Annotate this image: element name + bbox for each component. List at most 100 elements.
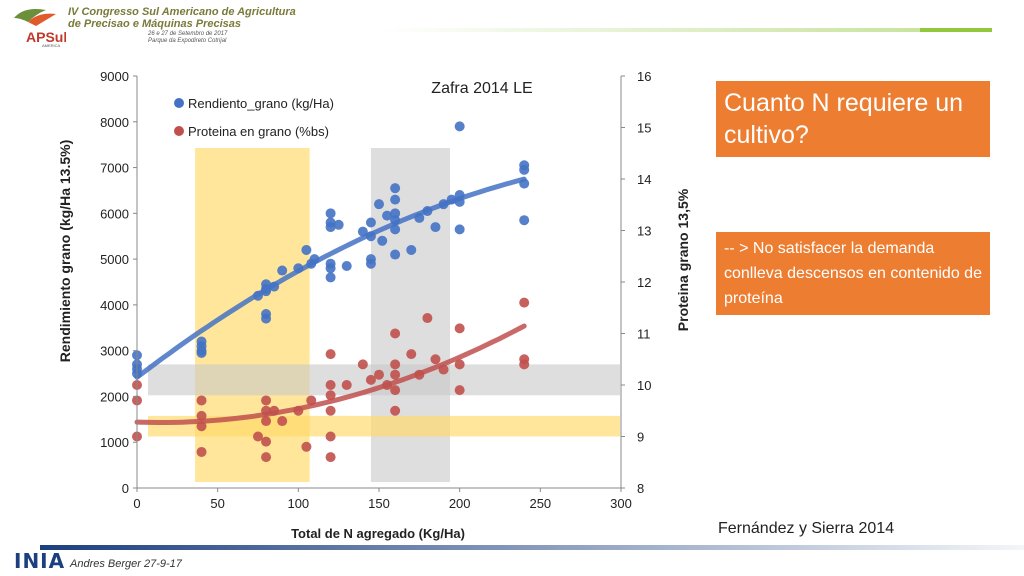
yield-point-17 [301, 244, 312, 255]
protein-point-32 [390, 385, 401, 396]
x-tick-label-6: 300 [610, 496, 632, 511]
y-tick-label-7: 7000 [100, 161, 129, 176]
yield-point-38 [390, 208, 401, 219]
conference-title: IV Congresso Sul Americano de Agricultur… [68, 6, 296, 30]
footer-bar [40, 545, 1024, 550]
x-tick-label-4: 200 [449, 496, 471, 511]
protein-trendline [134, 323, 527, 425]
y-axis-label: Rendimiento grano (kg/Ha 13.5%) [57, 140, 73, 362]
protein-point-20 [325, 390, 336, 401]
yield-point-48 [454, 121, 465, 132]
protein-point-44 [519, 359, 530, 370]
header-divider [380, 28, 920, 32]
protein-point-24 [341, 380, 352, 390]
conference-header: APSul AMERICA IV Congresso Sul Americano… [0, 0, 1024, 52]
yield-point-27 [341, 260, 352, 271]
x-tick-label-3: 150 [368, 496, 390, 511]
protein-point-37 [430, 354, 441, 365]
conference-title-line2: de Precisao e Máquinas Precisas [68, 18, 242, 30]
conference-venue: Parque da Expodireto Cotrijal [148, 38, 227, 44]
y-tick-label-4: 4000 [100, 298, 129, 313]
protein-point-22 [325, 431, 336, 442]
x-tick-label-1: 50 [210, 496, 224, 511]
y2-tick-label-2: 10 [637, 378, 651, 393]
yield-point-36 [390, 183, 401, 194]
legend-label-yield: Rendiento_grano (kg/Ha) [188, 96, 334, 111]
protein-point-29 [390, 328, 401, 339]
protein-point-10 [261, 416, 272, 427]
yield-point-37 [390, 194, 401, 205]
y2-tick-label-6: 14 [637, 172, 651, 187]
yield-point-15 [277, 265, 288, 276]
yield-point-13 [261, 313, 272, 324]
protein-point-42 [519, 297, 530, 308]
author-credit: Andres Berger 27-9-17 [70, 558, 182, 570]
x-tick-label-0: 0 [133, 496, 140, 511]
protein-point-8 [261, 395, 272, 406]
protein-point-12 [261, 452, 272, 463]
highlight-band-3 [148, 364, 620, 396]
protein-point-6 [196, 446, 207, 457]
y2-tick-label-8: 16 [637, 69, 651, 84]
protein-point-4 [196, 410, 207, 421]
x-tick-label-5: 250 [529, 496, 551, 511]
yield-point-45 [430, 222, 441, 233]
protein-point-39 [454, 323, 465, 334]
y2-tick-label-0: 8 [637, 481, 644, 496]
yield-point-51 [454, 224, 465, 235]
chart-title: Zafra 2014 LE [431, 80, 532, 97]
yield-point-32 [365, 258, 376, 269]
y-tick-label-9: 9000 [100, 69, 129, 84]
protein-point-23 [325, 452, 336, 463]
conference-title-line1: IV Congresso Sul Americano de Agricultur… [68, 6, 296, 18]
yield-point-33 [374, 199, 384, 210]
note-box: -- > No satisfacer la demanda conlleva d… [716, 232, 990, 315]
protein-point-31 [390, 369, 401, 380]
inia-logo: INIA [14, 549, 66, 573]
yield-point-25 [325, 272, 336, 283]
yield-point-7 [196, 347, 207, 358]
x-tick-label-2: 100 [287, 496, 309, 511]
yield-point-53 [519, 164, 530, 175]
protein-point-30 [390, 359, 401, 370]
protein-point-27 [374, 369, 384, 380]
protein-point-25 [357, 359, 368, 370]
yield-point-29 [365, 217, 376, 228]
y-tick-label-6: 6000 [100, 206, 129, 221]
y-tick-label-3: 3000 [100, 344, 129, 359]
logo-text: APSul [26, 29, 66, 45]
yield-point-42 [406, 244, 417, 255]
y2-tick-label-1: 9 [637, 430, 644, 445]
legend-label-protein: Proteina en grano (%bs) [188, 124, 329, 139]
protein-point-36 [422, 313, 433, 324]
conference-dates-line1: 26 e 27 de Setembro de 2017 [148, 31, 228, 37]
protein-point-19 [325, 380, 336, 390]
protein-point-21 [325, 405, 336, 416]
apsul-logo: APSul AMERICA [14, 9, 66, 48]
protein-point-40 [454, 359, 465, 370]
yield-point-55 [519, 215, 530, 226]
protein-point-14 [277, 416, 288, 427]
y2-tick-label-4: 12 [637, 275, 651, 290]
protein-point-16 [301, 441, 312, 452]
y2-tick-label-7: 15 [637, 121, 651, 136]
y-tick-label-8: 8000 [100, 115, 129, 130]
yield-point-24 [325, 263, 336, 274]
legend-marker-yield [174, 98, 184, 108]
yield-point-22 [325, 222, 336, 233]
logo-subtext: AMERICA [42, 43, 61, 48]
protein-point-33 [390, 405, 401, 416]
y2-tick-label-3: 11 [637, 327, 651, 342]
y2-tick-label-5: 13 [637, 224, 651, 239]
y-tick-label-0: 0 [122, 481, 129, 496]
y2-axis-label: Proteina grano 13,5% [675, 188, 691, 331]
y-tick-label-5: 5000 [100, 252, 129, 267]
conference-dates: 26 e 27 de Setembro de 2017 Parque da Ex… [148, 31, 227, 45]
protein-point-34 [406, 349, 417, 360]
protein-point-7 [253, 431, 263, 442]
protein-point-26 [365, 374, 376, 385]
protein-point-11 [261, 436, 272, 447]
legend-marker-protein [174, 126, 184, 136]
citation: Fernández y Sierra 2014 [718, 520, 895, 537]
